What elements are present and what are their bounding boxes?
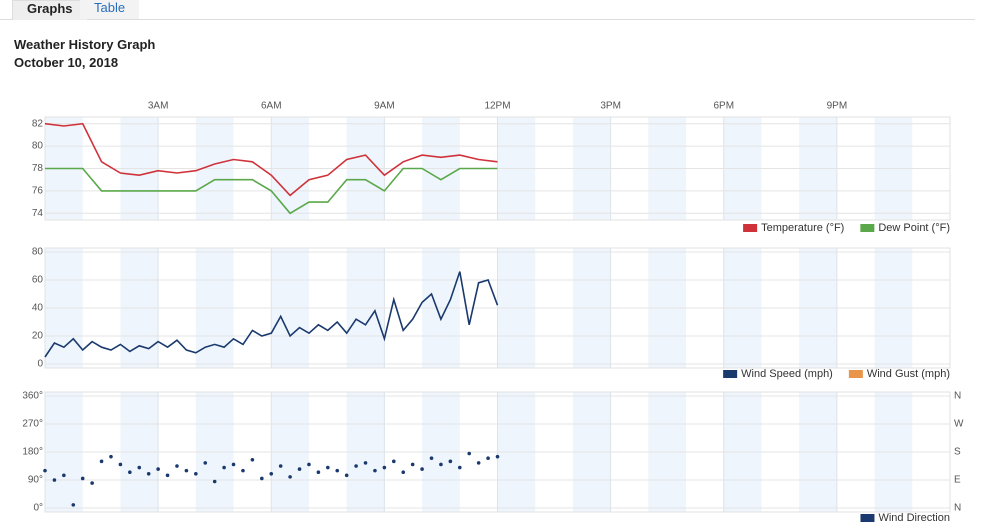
point <box>326 465 330 470</box>
point <box>297 467 302 471</box>
legend-label: Wind Gust (mph) <box>867 368 950 380</box>
legend-swatch <box>848 370 863 378</box>
point <box>335 468 340 473</box>
point <box>212 479 217 484</box>
legend-label: Temperature (°F) <box>761 222 844 234</box>
y-tick-label: 180° <box>22 447 43 458</box>
y-tick-label: 90° <box>28 475 43 486</box>
series-line <box>44 122 498 197</box>
point <box>109 454 113 459</box>
point <box>410 462 415 467</box>
point <box>118 462 123 467</box>
y-tick-label: 0 <box>37 359 43 370</box>
y2-tick-label: S <box>954 447 961 458</box>
y-tick-label: 74 <box>32 208 44 219</box>
y-tick-label: 40 <box>32 303 44 314</box>
point <box>476 461 481 465</box>
page-date: October 10, 2018 <box>14 55 119 70</box>
point <box>250 457 255 462</box>
legend-label: Dew Point (°F) <box>878 222 950 234</box>
legend-swatch <box>723 370 738 378</box>
point <box>90 481 94 485</box>
legend-swatch <box>860 224 875 232</box>
point <box>184 468 189 473</box>
point <box>80 476 85 481</box>
y-tick-label: 20 <box>32 331 44 342</box>
y2-tick-label: W <box>954 419 964 430</box>
y-tick-label: 80 <box>32 247 44 258</box>
point <box>194 471 198 476</box>
page-title: Weather History Graph <box>14 37 156 52</box>
point <box>495 454 500 459</box>
y-tick-label: 270° <box>22 419 43 430</box>
series-line <box>45 167 498 215</box>
point <box>307 462 311 467</box>
y-tick-label: 82 <box>32 118 44 129</box>
point <box>269 471 274 476</box>
point <box>401 470 406 475</box>
header: Weather History Graph October 10, 2018 <box>14 36 155 72</box>
series-line <box>44 271 499 358</box>
legend-label: Wind Direction <box>878 512 950 524</box>
point <box>165 473 170 478</box>
point <box>363 461 368 465</box>
x-tick-label: 3AM <box>148 101 169 112</box>
legend-label: Wind Speed (mph) <box>741 368 833 380</box>
point <box>203 461 208 465</box>
point <box>156 467 160 471</box>
point <box>175 464 179 468</box>
x-tick-label: 12PM <box>484 101 510 112</box>
x-tick-label: 6AM <box>261 101 282 112</box>
y-tick-label: 360° <box>22 391 43 402</box>
point <box>288 475 292 479</box>
legend-swatch <box>743 224 758 232</box>
x-tick-label: 6PM <box>713 101 734 112</box>
y-tick-label: 78 <box>32 163 44 174</box>
tab-bar: Graphs Table <box>0 0 975 20</box>
point <box>344 473 349 478</box>
y2-tick-label: N <box>954 391 961 402</box>
point <box>439 462 443 467</box>
point <box>52 478 57 482</box>
point <box>382 465 387 470</box>
point <box>222 465 226 470</box>
point <box>241 468 245 473</box>
y2-tick-label: N <box>954 503 961 514</box>
point <box>99 459 104 464</box>
point <box>231 462 236 467</box>
y-tick-label: 0° <box>33 503 43 514</box>
x-tick-label: 9AM <box>374 101 395 112</box>
tab[interactable]: Table <box>80 0 140 19</box>
point <box>128 470 132 475</box>
point <box>354 464 358 468</box>
x-tick-label: 3PM <box>600 101 621 112</box>
point <box>71 503 76 507</box>
point <box>316 470 321 475</box>
point <box>43 468 47 473</box>
point <box>278 464 283 468</box>
x-tick-label: 9PM <box>827 101 848 112</box>
point <box>373 468 377 473</box>
point <box>448 459 453 464</box>
y-tick-label: 60 <box>32 275 44 286</box>
y-tick-label: 76 <box>32 186 44 197</box>
point <box>62 473 66 478</box>
point <box>146 471 151 476</box>
point <box>467 451 472 456</box>
point <box>420 467 424 471</box>
tab[interactable]: Graphs <box>12 0 88 20</box>
legend-swatch <box>860 514 875 522</box>
y2-tick-label: E <box>954 475 961 486</box>
y-tick-label: 80 <box>32 141 44 152</box>
point <box>457 465 462 470</box>
point <box>392 459 396 464</box>
point <box>486 456 490 461</box>
point <box>260 476 264 481</box>
point <box>429 456 434 461</box>
point <box>137 465 142 470</box>
